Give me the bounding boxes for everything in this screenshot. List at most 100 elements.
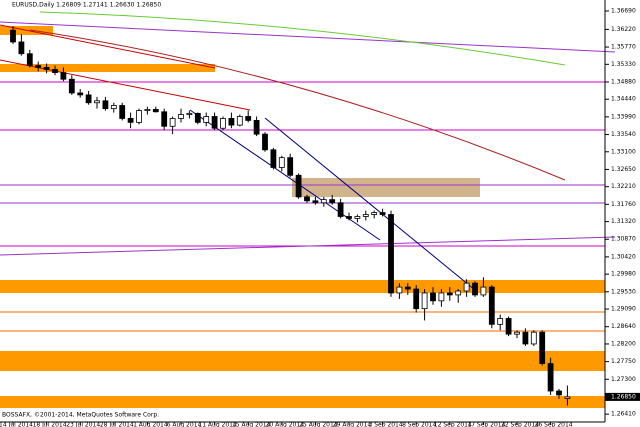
y-tick-label: 1.30870 xyxy=(611,236,636,243)
candle-body xyxy=(178,114,184,119)
channel-line xyxy=(264,117,476,291)
zone xyxy=(0,280,605,293)
candle-body xyxy=(18,41,25,55)
candle-body xyxy=(10,29,16,43)
candle-body xyxy=(43,67,50,70)
candle-body xyxy=(77,92,84,96)
x-tick-label: 26 Sep 2014 xyxy=(535,422,573,427)
candle-body xyxy=(119,105,126,119)
x-tick-label: 18 Jul 2014 xyxy=(33,422,67,427)
candle-body xyxy=(354,216,361,219)
candle-body xyxy=(52,69,58,73)
y-tick-label: 1.33990 xyxy=(611,113,636,120)
candle-body xyxy=(85,94,92,104)
candle-body xyxy=(127,118,134,123)
candle-body xyxy=(320,199,327,204)
candle-body xyxy=(480,286,487,296)
y-tick-label: 1.35330 xyxy=(611,61,636,68)
candle-body xyxy=(312,200,319,204)
y-tick-label: 1.28640 xyxy=(611,323,636,330)
candle-body xyxy=(136,110,142,123)
candle-body xyxy=(421,292,428,310)
candle-body xyxy=(379,212,386,215)
y-tick-label: 1.30420 xyxy=(611,253,636,260)
candle-body xyxy=(404,286,411,290)
y-tick-label: 1.29980 xyxy=(611,271,636,278)
x-tick-label: 1 Aug 2014 xyxy=(133,422,168,427)
zone xyxy=(0,351,605,371)
candle-body xyxy=(60,72,67,80)
candle-body xyxy=(102,100,109,110)
candle-body xyxy=(228,118,235,126)
y-tick-label: 1.28200 xyxy=(611,340,636,347)
candle-body xyxy=(413,288,420,310)
candle-body xyxy=(253,120,260,135)
candle-body xyxy=(304,196,310,202)
x-tick-label: 15 Aug 2014 xyxy=(232,422,271,427)
candle-body xyxy=(488,286,495,325)
candle-body xyxy=(497,318,504,325)
y-tick-label: 1.31760 xyxy=(611,201,636,208)
candle-body xyxy=(388,214,394,294)
y-tick-label: 1.26410 xyxy=(611,411,636,418)
candle-body xyxy=(539,331,546,364)
candle-body xyxy=(329,199,336,204)
x-tick-label: 11 Aug 2014 xyxy=(198,422,237,427)
y-tick-label: 1.33100 xyxy=(611,148,636,155)
candle-body xyxy=(564,396,571,399)
candle-body xyxy=(26,53,33,66)
y-tick-label: 1.32650 xyxy=(611,166,636,173)
candle-body xyxy=(455,290,462,296)
candle-body xyxy=(245,116,252,121)
candle-body xyxy=(362,214,369,217)
moving-average xyxy=(29,29,566,181)
candle-body xyxy=(396,286,403,294)
y-tick-label: 1.27300 xyxy=(611,376,636,383)
candle-body xyxy=(94,100,100,104)
candle-body xyxy=(270,149,277,168)
footer: BOSSAFX, ©2001-2014, MetaQuotes Software… xyxy=(2,412,159,419)
candle-body xyxy=(472,282,478,296)
candle-body xyxy=(278,157,285,168)
candle-body xyxy=(446,292,453,296)
y-tick-label: 1.31320 xyxy=(611,218,636,225)
x-tick-label: 23 Jul 2014 xyxy=(66,422,100,427)
y-tick-label: 1.36220 xyxy=(611,26,636,33)
y-tick-label: 1.27750 xyxy=(611,358,636,365)
x-tick-label: 3 Sep 2014 xyxy=(368,422,402,427)
moving-average xyxy=(39,11,566,66)
chart-title: EURUSD,Daily 1.26809 1.27141 1.26630 1.2… xyxy=(12,2,161,9)
y-tick-label: 1.29530 xyxy=(611,288,636,295)
candle-body xyxy=(346,216,352,219)
candle-body xyxy=(144,109,151,111)
candle-body xyxy=(463,282,470,292)
candle-body xyxy=(68,78,75,94)
x-tick-label: 29 Aug 2014 xyxy=(333,422,372,427)
y-tick-label: 1.34440 xyxy=(611,96,636,103)
x-tick-label: 6 Aug 2014 xyxy=(167,422,202,427)
y-tick-label: 1.33540 xyxy=(611,131,636,138)
trend-line xyxy=(0,236,616,256)
x-tick-label: 28 Jul 2014 xyxy=(100,422,134,427)
y-tick-label: 1.35770 xyxy=(611,44,636,51)
candle-body xyxy=(152,109,159,113)
candle-body xyxy=(203,116,210,123)
trend-line xyxy=(0,24,216,69)
y-tick-label: 1.34880 xyxy=(611,78,636,85)
x-tick-label: 17 Sep 2014 xyxy=(467,422,505,427)
zone xyxy=(292,178,480,197)
levels xyxy=(0,11,616,408)
x-tick-label: 8 Sep 2014 xyxy=(402,422,436,427)
candle-body xyxy=(522,331,529,345)
x-tick-label: 20 Aug 2014 xyxy=(266,422,305,427)
candle-body xyxy=(430,292,436,302)
x-tick-label: 14 Jul 2014 xyxy=(0,422,33,427)
candle-body xyxy=(295,174,302,198)
candle-body xyxy=(194,112,201,123)
x-tick-label: 22 Sep 2014 xyxy=(501,422,539,427)
trend-line xyxy=(0,21,616,53)
candle-body xyxy=(547,363,554,392)
y-tick-label: 1.36690 xyxy=(611,7,636,14)
